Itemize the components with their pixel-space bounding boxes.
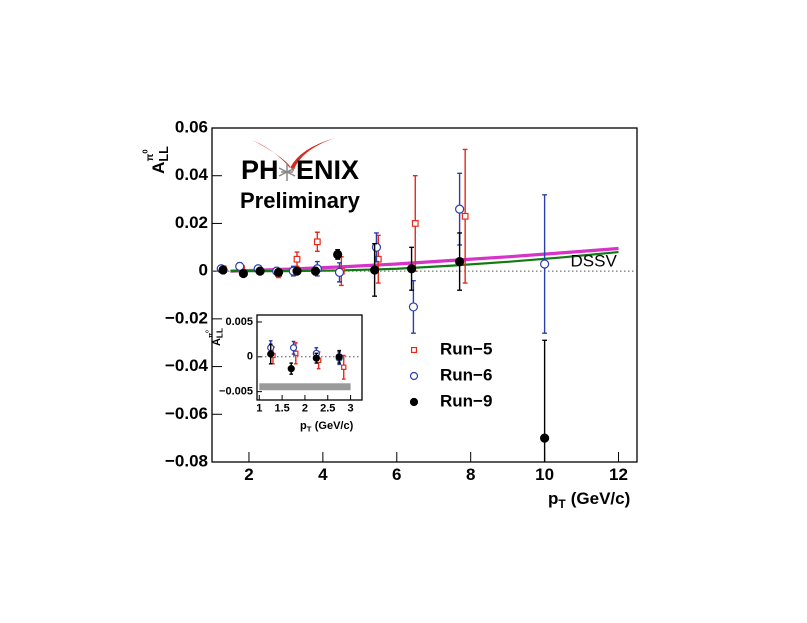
x-tick-label: 2 xyxy=(244,465,253,484)
y-label-sup: π xyxy=(144,153,155,161)
x-label-unit: (GeV/c) xyxy=(571,489,631,508)
marker xyxy=(235,261,245,271)
logo-swoosh xyxy=(252,138,335,172)
y-tick-label: −0.005 xyxy=(219,386,253,398)
y-tick-label: 0.04 xyxy=(175,165,209,184)
y-tick-label: 0.005 xyxy=(225,316,253,328)
y-label-main: A xyxy=(211,338,223,346)
x-tick-label: 3 xyxy=(348,403,354,415)
curve-label: DSSV xyxy=(571,252,618,271)
marker xyxy=(341,364,347,370)
marker xyxy=(313,238,321,246)
y-tick-label: 0.02 xyxy=(175,213,208,232)
x-tick-label: 8 xyxy=(466,465,475,484)
plot-area xyxy=(216,148,619,462)
y-tick-label: 0 xyxy=(247,351,253,363)
x-tick-label: 1 xyxy=(256,403,262,415)
plot-area xyxy=(267,340,347,380)
marker xyxy=(335,353,343,361)
legend-label: Run−9 xyxy=(440,391,492,410)
y-tick-label: −0.06 xyxy=(165,404,208,423)
x-label-main: p xyxy=(300,420,307,432)
marker xyxy=(406,264,417,274)
marker xyxy=(292,266,302,276)
y-tick-label: 0.06 xyxy=(175,117,208,136)
y-tick-label: −0.02 xyxy=(165,308,208,327)
marker xyxy=(371,242,382,252)
x-tick-label: 4 xyxy=(318,465,328,484)
x-tick-label: 12 xyxy=(609,465,628,484)
marker xyxy=(289,344,298,352)
marker xyxy=(540,259,550,269)
x-tick-label: 10 xyxy=(535,465,554,484)
marker xyxy=(461,212,469,220)
y-tick-label: 0 xyxy=(199,261,208,280)
marker xyxy=(370,265,380,275)
y-label-sup: π xyxy=(207,333,214,338)
marker xyxy=(287,365,295,373)
logo-burst xyxy=(278,163,296,181)
legend-marker xyxy=(409,371,419,381)
y-tick-label: −0.08 xyxy=(165,451,208,470)
x-label-sub: T xyxy=(307,424,312,433)
preliminary: Preliminary xyxy=(240,188,361,213)
marker xyxy=(455,257,465,267)
marker xyxy=(408,302,419,312)
x-label-main: p xyxy=(548,489,558,508)
marker xyxy=(312,354,320,362)
systematic-band xyxy=(259,383,351,391)
logo: PH ENIX Preliminary xyxy=(240,138,361,213)
y-label-main: A xyxy=(149,162,168,174)
marker xyxy=(293,255,301,263)
x-axis-label: pT (GeV/c) xyxy=(548,489,630,511)
y-label-sub: LL xyxy=(215,328,224,338)
marker xyxy=(411,220,419,227)
marker xyxy=(238,268,249,279)
x-tick-label: 6 xyxy=(392,465,401,484)
legend-marker xyxy=(409,397,419,407)
x-tick-label: 2.5 xyxy=(320,403,335,415)
legend-label: Run−5 xyxy=(440,339,492,358)
x-label-sub: T xyxy=(558,497,566,511)
y-axis-label: ALLπ0 xyxy=(205,328,225,346)
y-tick-label: −0.04 xyxy=(165,356,209,375)
marker xyxy=(267,350,275,358)
marker xyxy=(540,433,550,443)
marker xyxy=(273,267,284,277)
y-label-sup2: 0 xyxy=(141,149,150,153)
x-label-unit: (GeV/c) xyxy=(315,420,354,432)
legend-label: Run−6 xyxy=(440,365,492,384)
legend-marker xyxy=(410,346,418,354)
x-axis-label: pT (GeV/c) xyxy=(300,420,354,433)
x-tick-label: 2 xyxy=(302,403,308,415)
marker xyxy=(334,267,345,277)
marker xyxy=(310,266,321,276)
logo-right: ENIX xyxy=(296,155,359,185)
marker xyxy=(333,249,343,260)
marker xyxy=(218,265,228,275)
y-axis-label: ALLπ0 xyxy=(141,146,172,174)
marker xyxy=(455,204,465,214)
marker xyxy=(255,266,265,276)
logo-left: PH xyxy=(241,155,279,185)
x-tick-label: 1.5 xyxy=(274,403,289,415)
y-label-sup2: 0 xyxy=(205,330,211,333)
y-label-sub: LL xyxy=(156,146,171,162)
plot-frame xyxy=(211,127,638,463)
